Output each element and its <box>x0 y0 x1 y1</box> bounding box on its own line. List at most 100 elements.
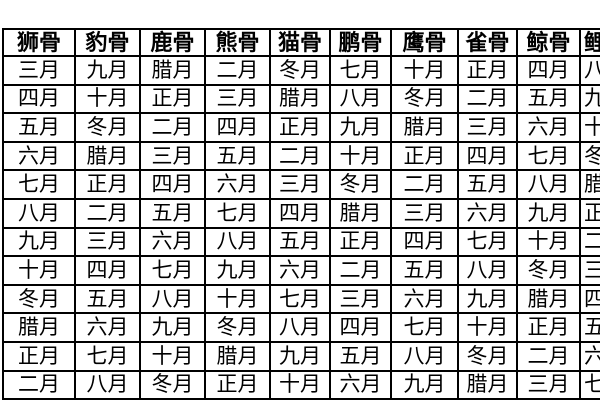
month-cell: 九月 <box>390 369 459 400</box>
month-cell: 五月 <box>74 283 141 315</box>
month-cell: 冬月 <box>579 140 600 172</box>
month-cell: 五月 <box>390 255 459 286</box>
month-cell: 五月 <box>269 226 331 258</box>
month-cell: 二月 <box>329 255 392 286</box>
month-cell: 六月 <box>329 369 392 400</box>
month-cell: 冬月 <box>269 55 331 86</box>
month-cell: 六月 <box>457 197 518 229</box>
month-cell: 三月 <box>457 112 518 143</box>
column-header: 猫骨 <box>269 28 331 57</box>
month-cell: 十月 <box>579 112 600 143</box>
month-cell: 二月 <box>204 55 271 86</box>
table-row: 五月冬月二月四月正月九月腊月三月六月十月 <box>2 112 600 143</box>
month-cell: 五月 <box>204 140 271 172</box>
month-cell: 五月 <box>2 112 76 143</box>
table-viewport: 狮骨豹骨鹿骨熊骨猫骨鹏骨鹰骨雀骨鲸骨鲤骨 三月九月腊月二月冬月七月十月正月四月八… <box>2 28 600 400</box>
table-row: 四月十月正月三月腊月八月冬月二月五月九月 <box>2 83 600 115</box>
month-cell: 四月 <box>269 197 331 229</box>
month-cell: 八月 <box>2 197 76 229</box>
month-cell: 正月 <box>516 312 581 343</box>
month-cell: 五月 <box>579 312 600 343</box>
month-cell: 正月 <box>329 226 392 258</box>
month-cell: 正月 <box>139 83 206 115</box>
month-cell: 九月 <box>329 112 392 143</box>
month-cell: 冬月 <box>329 169 392 200</box>
month-cell: 腊月 <box>2 312 76 343</box>
month-cell: 十月 <box>269 369 331 400</box>
month-cell: 三月 <box>74 226 141 258</box>
month-cell: 十月 <box>516 226 581 258</box>
month-cell: 七月 <box>2 169 76 200</box>
table-body: 三月九月腊月二月冬月七月十月正月四月八月四月十月正月三月腊月八月冬月二月五月九月… <box>2 55 600 400</box>
month-cell: 四月 <box>139 169 206 200</box>
column-header: 鲤骨 <box>579 28 600 57</box>
month-cell: 五月 <box>329 340 392 372</box>
month-cell: 九月 <box>204 255 271 286</box>
month-cell: 腊月 <box>269 83 331 115</box>
column-header: 鹏骨 <box>329 28 392 57</box>
month-cell: 四月 <box>457 140 518 172</box>
table-row: 腊月六月九月冬月八月四月七月十月正月五月 <box>2 312 600 343</box>
month-cell: 九月 <box>139 312 206 343</box>
column-header: 熊骨 <box>204 28 271 57</box>
month-cell: 三月 <box>516 369 581 400</box>
table-row: 八月二月五月七月四月腊月三月六月九月正月 <box>2 197 600 229</box>
month-cell: 腊月 <box>204 340 271 372</box>
month-cell: 三月 <box>204 83 271 115</box>
month-cell: 八月 <box>139 283 206 315</box>
month-cell: 五月 <box>457 169 518 200</box>
table-row: 九月三月六月八月五月正月四月七月十月二月 <box>2 226 600 258</box>
table-row: 七月正月四月六月三月冬月二月五月八月腊月 <box>2 169 600 200</box>
month-cell: 冬月 <box>457 340 518 372</box>
month-cell: 六月 <box>204 169 271 200</box>
table-row: 狮骨豹骨鹿骨熊骨猫骨鹏骨鹰骨雀骨鲸骨鲤骨 <box>2 28 600 57</box>
month-cell: 九月 <box>457 283 518 315</box>
month-cell: 二月 <box>390 169 459 200</box>
month-cell: 九月 <box>516 197 581 229</box>
month-cell: 十月 <box>390 55 459 86</box>
month-cell: 四月 <box>204 112 271 143</box>
month-cell: 三月 <box>390 197 459 229</box>
table-row: 二月八月冬月正月十月六月九月腊月三月七月 <box>2 369 600 400</box>
month-cell: 二月 <box>269 140 331 172</box>
month-cell: 腊月 <box>74 140 141 172</box>
table-header-row: 狮骨豹骨鹿骨熊骨猫骨鹏骨鹰骨雀骨鲸骨鲤骨 <box>2 28 600 57</box>
month-cell: 三月 <box>269 169 331 200</box>
table-row: 十月四月七月九月六月二月五月八月冬月三月 <box>2 255 600 286</box>
month-cell: 九月 <box>269 340 331 372</box>
table-row: 三月九月腊月二月冬月七月十月正月四月八月 <box>2 55 600 86</box>
month-cell: 五月 <box>516 83 581 115</box>
month-cell: 七月 <box>579 369 600 400</box>
month-cell: 八月 <box>329 83 392 115</box>
month-cell: 腊月 <box>579 169 600 200</box>
month-cell: 六月 <box>2 140 76 172</box>
month-cell: 六月 <box>579 340 600 372</box>
month-cell: 三月 <box>139 140 206 172</box>
month-cell: 八月 <box>457 255 518 286</box>
month-cell: 十月 <box>204 283 271 315</box>
month-cell: 六月 <box>74 312 141 343</box>
month-cell: 六月 <box>390 283 459 315</box>
month-cell: 八月 <box>74 369 141 400</box>
bone-month-table: 狮骨豹骨鹿骨熊骨猫骨鹏骨鹰骨雀骨鲸骨鲤骨 三月九月腊月二月冬月七月十月正月四月八… <box>2 28 600 400</box>
column-header: 鲸骨 <box>516 28 581 57</box>
month-cell: 十月 <box>457 312 518 343</box>
month-cell: 九月 <box>74 55 141 86</box>
column-header: 狮骨 <box>2 28 76 57</box>
table-row: 正月七月十月腊月九月五月八月冬月二月六月 <box>2 340 600 372</box>
month-cell: 七月 <box>269 283 331 315</box>
month-cell: 四月 <box>390 226 459 258</box>
month-cell: 九月 <box>579 83 600 115</box>
month-cell: 十月 <box>74 83 141 115</box>
month-cell: 二月 <box>2 369 76 400</box>
month-cell: 四月 <box>2 83 76 115</box>
month-cell: 腊月 <box>329 197 392 229</box>
month-cell: 腊月 <box>516 283 581 315</box>
month-cell: 正月 <box>457 55 518 86</box>
month-cell: 四月 <box>329 312 392 343</box>
month-cell: 七月 <box>457 226 518 258</box>
month-cell: 七月 <box>204 197 271 229</box>
month-cell: 二月 <box>516 340 581 372</box>
month-cell: 正月 <box>269 112 331 143</box>
